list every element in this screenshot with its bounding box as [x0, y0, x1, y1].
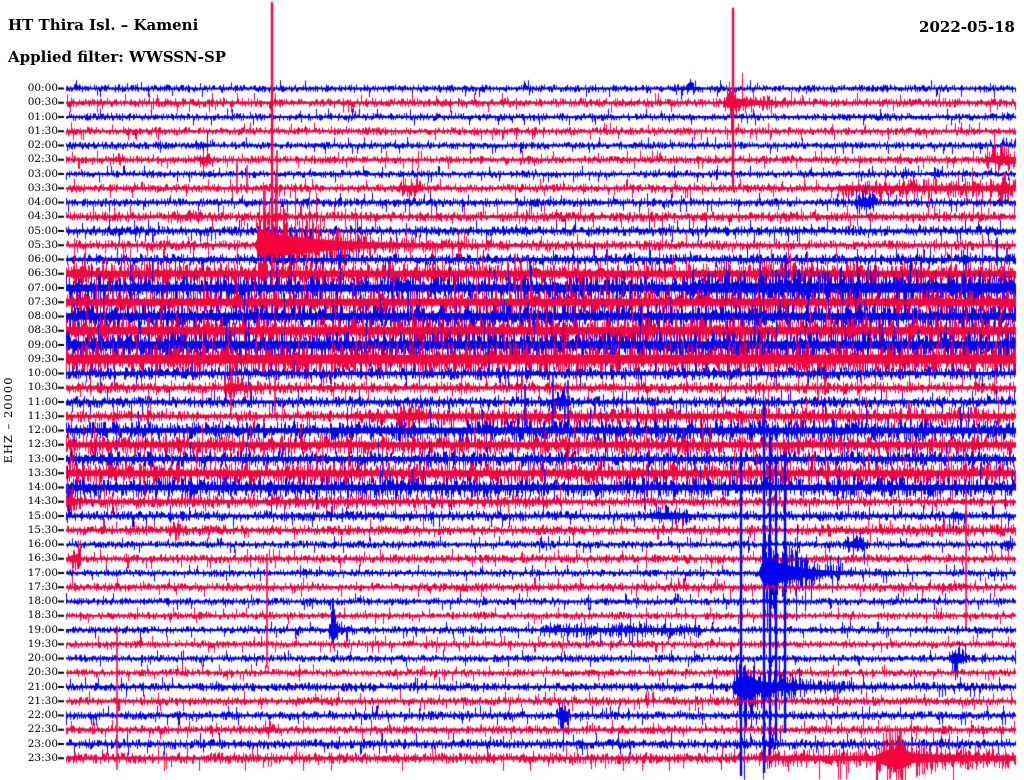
time-label: 23:00 — [27, 737, 58, 750]
time-label: 20:30 — [27, 666, 58, 679]
time-label: 22:30 — [27, 723, 58, 736]
time-label: 16:30 — [27, 552, 58, 565]
time-label: 08:30 — [27, 324, 58, 337]
time-label: 23:30 — [27, 751, 58, 764]
time-label: 01:00 — [27, 110, 58, 123]
time-label: 14:00 — [27, 481, 58, 493]
time-label: 21:00 — [27, 680, 58, 693]
time-label: 06:30 — [27, 267, 58, 280]
time-label: 09:30 — [27, 352, 58, 365]
applied-filter-label: Applied filter: WWSSN-SP — [8, 48, 227, 66]
time-label: 11:00 — [27, 395, 58, 408]
time-label: 04:00 — [27, 196, 58, 208]
time-label: 14:30 — [27, 495, 58, 508]
time-label: 15:30 — [27, 523, 58, 536]
time-label: 08:00 — [27, 310, 58, 322]
time-label: 19:30 — [27, 637, 58, 650]
time-label: 00:30 — [27, 96, 58, 109]
time-label: 12:30 — [27, 438, 58, 451]
time-label: 15:00 — [27, 509, 58, 522]
time-label: 10:30 — [27, 381, 58, 394]
time-label: 09:00 — [27, 338, 58, 351]
time-label: 06:00 — [27, 253, 58, 265]
time-label: 11:30 — [27, 409, 58, 422]
station-title: HT Thira Isl. – Kameni — [8, 16, 199, 34]
time-label: 18:30 — [27, 609, 58, 622]
time-label: 13:00 — [27, 452, 58, 465]
time-label: 05:30 — [27, 238, 58, 251]
time-label: 07:00 — [27, 281, 58, 294]
time-label: 02:30 — [27, 153, 58, 166]
time-label: 13:30 — [27, 466, 58, 479]
time-label: 02:00 — [27, 139, 58, 151]
time-label: 20:00 — [27, 652, 58, 664]
time-label: 17:30 — [27, 580, 58, 593]
time-label: 01:30 — [27, 124, 58, 137]
time-label: 22:00 — [27, 709, 58, 721]
time-label: 00:00 — [27, 82, 58, 94]
time-label: 21:30 — [27, 694, 58, 707]
time-label: 17:00 — [27, 566, 58, 579]
time-label: 03:00 — [27, 167, 58, 180]
time-label: 16:00 — [27, 538, 58, 550]
time-label: 19:00 — [27, 623, 58, 636]
time-label: 18:00 — [27, 595, 58, 607]
time-label: 07:30 — [27, 295, 58, 308]
time-label: 03:30 — [27, 181, 58, 194]
date-label: 2022-05-18 — [919, 18, 1015, 36]
time-label: 12:00 — [27, 424, 58, 436]
time-label: 04:30 — [27, 210, 58, 223]
time-label: 05:00 — [27, 224, 58, 237]
time-label: 10:00 — [27, 367, 58, 379]
